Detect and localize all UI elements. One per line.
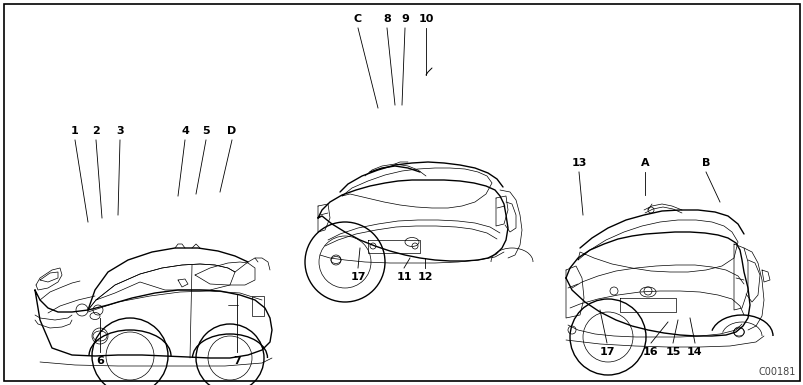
Text: 12: 12 [417, 272, 432, 282]
Text: 2: 2 [92, 126, 100, 136]
Text: 8: 8 [383, 14, 390, 24]
Text: 10: 10 [418, 14, 433, 24]
Text: 1: 1 [71, 126, 79, 136]
Text: 3: 3 [116, 126, 124, 136]
Text: 5: 5 [202, 126, 210, 136]
Text: 6: 6 [96, 356, 104, 366]
Text: D: D [227, 126, 236, 136]
Text: 7: 7 [233, 356, 241, 366]
Text: 17: 17 [350, 272, 365, 282]
Text: B: B [701, 158, 709, 168]
Text: 4: 4 [181, 126, 189, 136]
Text: 11: 11 [396, 272, 411, 282]
Text: 16: 16 [642, 347, 658, 357]
Text: A: A [640, 158, 649, 168]
Bar [251, 296, 263, 316]
Text: 14: 14 [687, 347, 702, 357]
Text: 15: 15 [665, 347, 680, 357]
Text: 9: 9 [401, 14, 409, 24]
Text: 17: 17 [598, 347, 614, 357]
Text: 13: 13 [571, 158, 586, 168]
Text: C: C [353, 14, 361, 24]
Text: C00181: C00181 [758, 367, 795, 377]
